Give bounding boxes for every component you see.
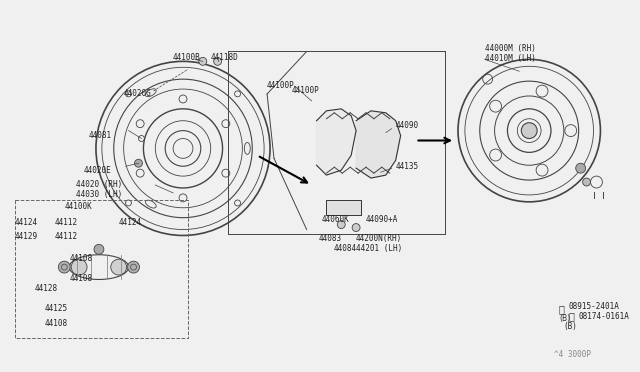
Text: Ⓑ: Ⓑ: [569, 312, 575, 322]
Text: 44112: 44112: [54, 218, 77, 227]
Circle shape: [94, 244, 104, 254]
Text: 44083: 44083: [319, 234, 342, 243]
Text: 44010M (LH): 44010M (LH): [484, 54, 536, 64]
Circle shape: [134, 159, 143, 167]
Text: 44000M (RH): 44000M (RH): [484, 44, 536, 52]
Circle shape: [214, 57, 221, 65]
Circle shape: [352, 224, 360, 231]
Text: 44081: 44081: [89, 131, 112, 140]
Text: 44128: 44128: [35, 284, 58, 293]
Text: (B): (B): [559, 314, 570, 323]
Text: 44124: 44124: [15, 218, 38, 227]
Text: 44100K: 44100K: [64, 202, 92, 211]
Bar: [326, 200, 361, 215]
Circle shape: [522, 123, 537, 138]
Circle shape: [576, 163, 586, 173]
Text: 44020 (RH): 44020 (RH): [76, 180, 122, 189]
Circle shape: [111, 259, 127, 275]
Text: 44108: 44108: [69, 254, 92, 263]
Text: 44200N(RH): 44200N(RH): [356, 234, 403, 243]
Text: 44060K: 44060K: [321, 215, 349, 224]
Text: 44100B: 44100B: [173, 54, 201, 62]
Text: 08174-0161A: 08174-0161A: [579, 312, 630, 321]
Text: 44090: 44090: [396, 121, 419, 130]
Bar: [15, 200, 188, 338]
Text: 44129: 44129: [15, 231, 38, 241]
Circle shape: [71, 259, 87, 275]
Text: ^4 3000P: ^4 3000P: [554, 350, 591, 359]
Text: 44201 (LH): 44201 (LH): [356, 244, 403, 253]
Circle shape: [582, 178, 591, 186]
Text: (B): (B): [564, 321, 578, 330]
Circle shape: [127, 261, 140, 273]
Circle shape: [199, 57, 207, 65]
Polygon shape: [317, 109, 356, 175]
Text: 44090+A: 44090+A: [366, 215, 398, 224]
Text: 44124: 44124: [118, 218, 142, 227]
Text: Ⓝ: Ⓝ: [559, 304, 564, 314]
Text: 44084: 44084: [333, 244, 356, 253]
Circle shape: [58, 261, 70, 273]
Text: 44020E: 44020E: [84, 166, 112, 175]
Text: 44100P: 44100P: [292, 86, 319, 95]
Text: 44118D: 44118D: [211, 54, 239, 62]
Text: 08915-2401A: 08915-2401A: [569, 302, 620, 311]
Text: 44108: 44108: [69, 274, 92, 283]
Text: 44030 (LH): 44030 (LH): [76, 190, 122, 199]
Polygon shape: [356, 111, 401, 178]
Text: 44108: 44108: [45, 318, 68, 328]
Text: 44100P: 44100P: [267, 81, 295, 90]
Text: 44112: 44112: [54, 231, 77, 241]
Text: 44135: 44135: [396, 162, 419, 171]
Text: 44020G: 44020G: [124, 89, 152, 98]
Text: 44125: 44125: [45, 304, 68, 313]
Circle shape: [337, 221, 345, 228]
